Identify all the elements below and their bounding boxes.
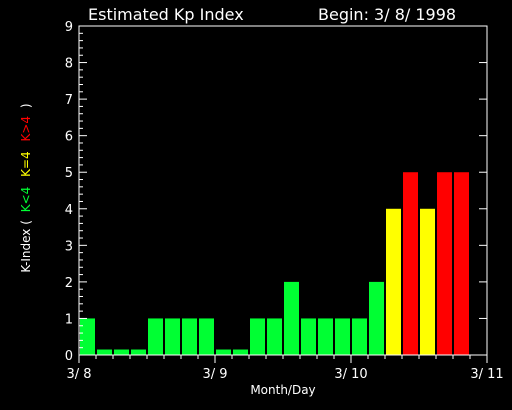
chart-begin-date: Begin: 3/ 8/ 1998 [318,5,456,24]
y-tick-label: 3 [65,239,73,254]
x-tick-label: 3/ 9 [202,367,227,382]
y-tick-label: 8 [65,57,73,72]
kp-bar [233,349,248,355]
y-tick-label: 7 [65,93,73,108]
kp-bar [250,318,265,355]
kp-bar [335,318,350,355]
kp-bar [148,318,163,355]
y-tick-label: 4 [65,203,73,218]
x-tick-label: 3/ 8 [66,367,91,382]
bar-series [80,172,469,355]
y-axis-title-prefix: K-Index ( [19,220,33,272]
x-tick-label: 3/ 11 [470,367,503,382]
kp-bar [284,281,299,355]
y-tick-label: 1 [65,312,73,327]
kp-bar [165,318,180,355]
plot-axes [78,25,488,363]
y-tick-label: 6 [65,130,73,145]
x-tick-labels: 3/ 8 3/ 9 3/ 10 3/ 11 [66,367,503,382]
kp-bar [97,349,112,355]
kp-bar [437,172,452,355]
x-tick-label: 3/ 10 [334,367,367,382]
y-tick-label: 2 [65,276,73,291]
kp-bar [267,318,282,355]
kp-bar [386,208,401,355]
kp-bar [131,349,146,355]
kp-bar [301,318,316,355]
kp-bar [80,318,95,355]
y-tick-label: 0 [65,349,73,364]
kp-bar [420,208,435,355]
y-axis-legend-mid: K=4 [19,151,33,177]
y-axis-title-suffix: ) [19,103,33,108]
kp-bar [216,349,231,355]
y-axis-legend-low: K<4 [19,187,33,213]
kp-bar [199,318,214,355]
kp-bar [403,172,418,355]
y-tick-labels: 0 1 2 3 4 5 6 7 8 9 [65,20,73,364]
kp-bar [182,318,197,355]
kp-bar [352,318,367,355]
y-tick-label: 9 [65,20,73,35]
y-axis-title: K-Index ( K<4 K=4 K>4 ) [19,103,33,272]
kp-bar [369,281,384,355]
y-axis-legend-high: K>4 [19,116,33,142]
chart-title: Estimated Kp Index [88,5,244,24]
kp-bar [454,172,469,355]
kp-bar [318,318,333,355]
kp-bar [114,349,129,355]
y-tick-label: 5 [65,166,73,181]
x-axis-title: Month/Day [250,383,315,397]
